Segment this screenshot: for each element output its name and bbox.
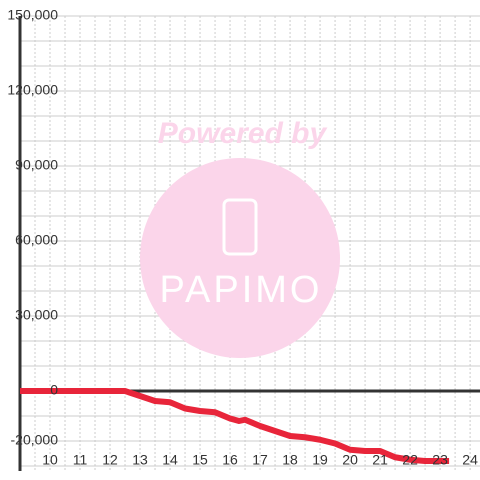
y-tick-label: 30,000 — [15, 307, 58, 323]
x-tick-label: 22 — [402, 452, 418, 468]
x-tick-label: 14 — [162, 452, 178, 468]
y-tick-label: 0 — [50, 382, 58, 398]
watermark-top: Powered by — [158, 117, 328, 150]
watermark-phone — [222, 198, 258, 256]
x-tick-label: 21 — [372, 452, 388, 468]
x-tick-label: 16 — [222, 452, 238, 468]
x-tick-label: 12 — [102, 452, 118, 468]
y-tick-label: 90,000 — [15, 157, 58, 173]
x-tick-label: 19 — [312, 452, 328, 468]
y-tick-label: 120,000 — [7, 82, 58, 98]
y-tick-label: -20,000 — [11, 432, 59, 448]
x-tick-label: 24 — [462, 452, 478, 468]
x-tick-label: 17 — [252, 452, 268, 468]
x-tick-label: 13 — [132, 452, 148, 468]
x-tick-label: 23 — [432, 452, 448, 468]
x-tick-label: 15 — [192, 452, 208, 468]
x-tick-label: 18 — [282, 452, 298, 468]
x-tick-label: 11 — [73, 452, 88, 468]
y-tick-label: 150,000 — [7, 7, 58, 23]
data-line — [20, 388, 450, 464]
marks — [20, 388, 450, 464]
y-tick-label: 60,000 — [15, 232, 58, 248]
watermark-bottom: PAPIMO — [160, 269, 323, 311]
watermark-circle — [140, 158, 340, 358]
x-tick-label: 10 — [42, 452, 58, 468]
x-tick-label: 20 — [342, 452, 358, 468]
